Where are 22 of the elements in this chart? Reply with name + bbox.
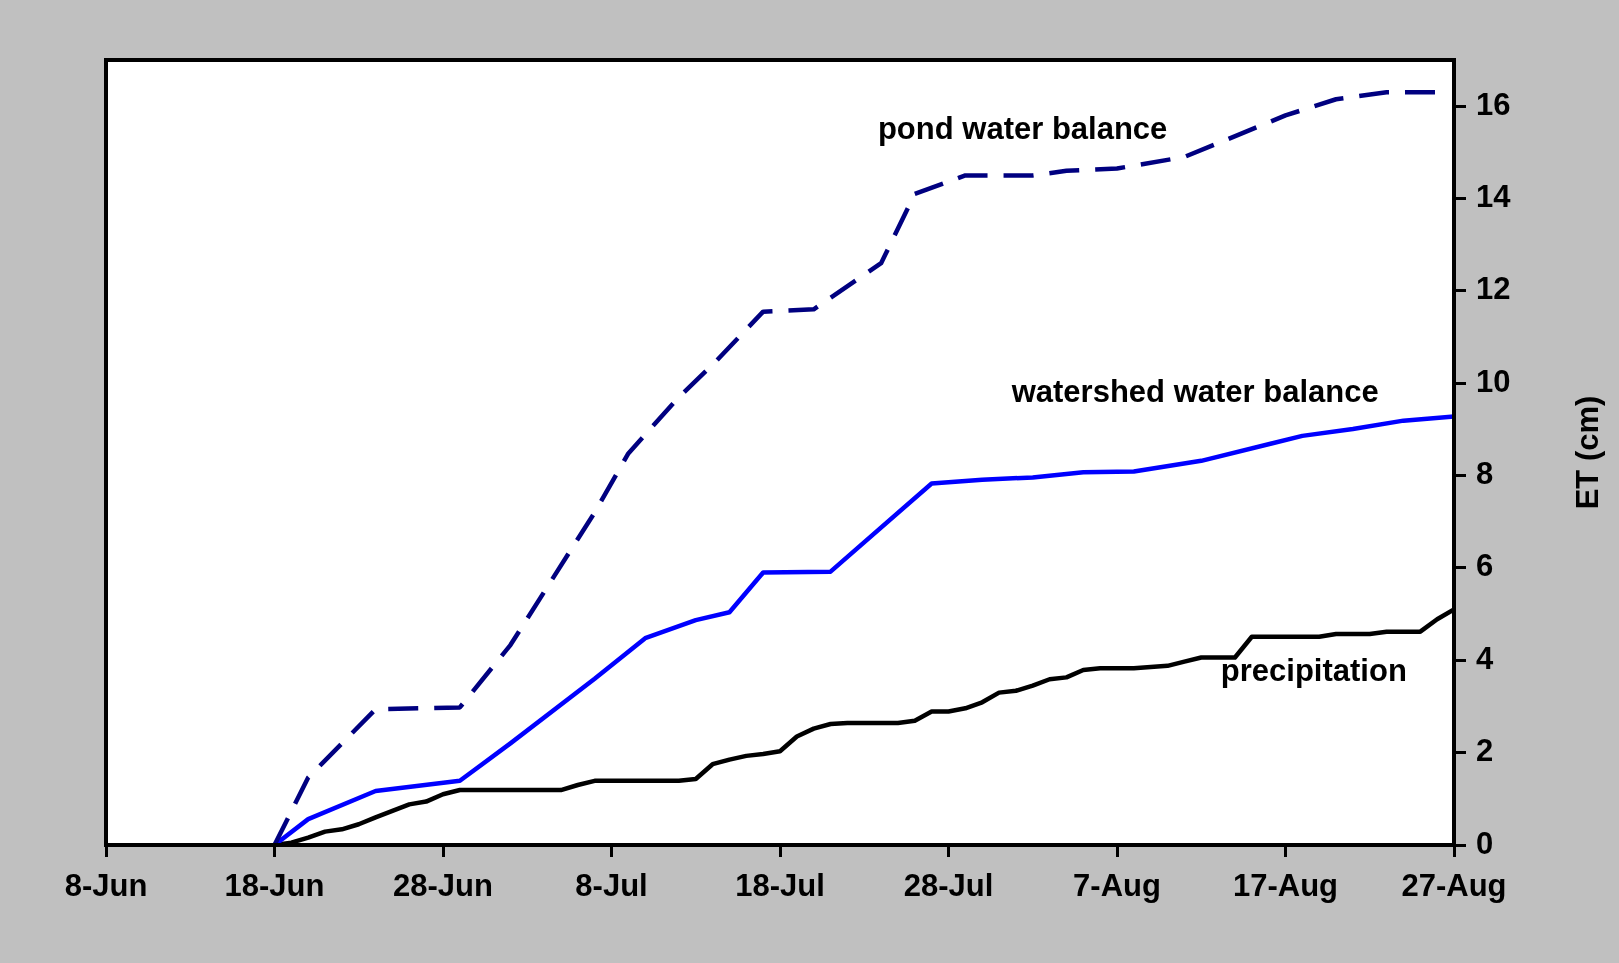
- series-label: pond water balance: [877, 111, 1168, 147]
- series-label: precipitation: [1220, 652, 1407, 688]
- x-tick-label: 28-Jul: [903, 868, 994, 904]
- x-tick-label: 18-Jun: [224, 868, 325, 904]
- x-tick-label: 8-Jun: [64, 868, 148, 904]
- x-tick-label: 8-Jul: [575, 868, 648, 904]
- y-tick-label: 6: [1476, 548, 1494, 584]
- x-tick-label: 27-Aug: [1401, 868, 1507, 904]
- y-tick-label: 16: [1476, 86, 1511, 122]
- y-tick-label: 8: [1476, 456, 1494, 492]
- y-tick-label: 10: [1476, 363, 1511, 399]
- y-tick-label: 4: [1476, 640, 1494, 676]
- x-tick-label: 18-Jul: [735, 868, 825, 904]
- y-tick-label: 0: [1476, 825, 1494, 861]
- y-axis-title: ET (cm): [1569, 395, 1605, 510]
- x-tick-label: 28-Jun: [393, 868, 493, 904]
- x-tick-label: 7-Aug: [1073, 868, 1161, 904]
- x-tick-label: 17-Aug: [1232, 868, 1339, 904]
- series-label: watershed water balance: [1010, 374, 1379, 410]
- y-tick-label: 2: [1476, 733, 1494, 769]
- y-tick-label: 12: [1476, 271, 1511, 307]
- y-tick-label: 14: [1476, 179, 1512, 215]
